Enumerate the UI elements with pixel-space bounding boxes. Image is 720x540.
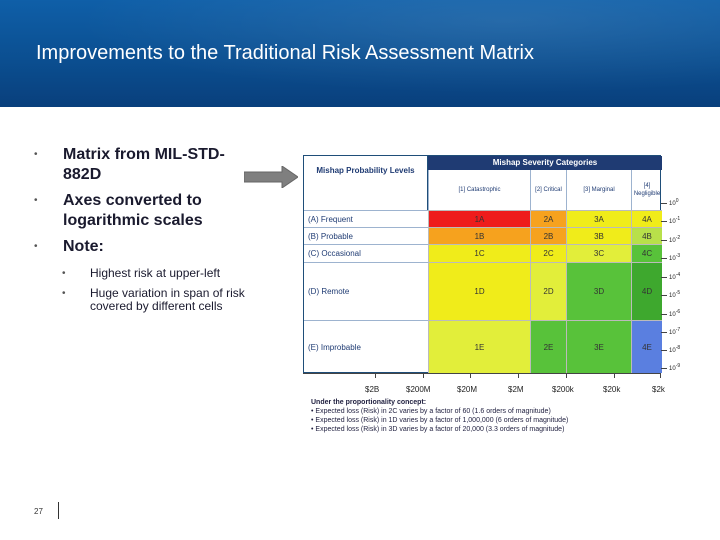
column-header: [3] Marginal <box>566 170 631 210</box>
matrix-cell: 1A <box>428 210 530 227</box>
scale-tick <box>661 258 667 259</box>
probability-scale-label: 10-1 <box>669 216 681 225</box>
matrix-cell: 1C <box>428 244 530 262</box>
row-label: (B) Probable <box>304 227 428 244</box>
bullet-dot-icon: • <box>34 149 38 160</box>
matrix-cell: 2E <box>530 320 566 373</box>
matrix-cell: 4A <box>631 210 662 227</box>
severity-scale-label: $2M <box>508 385 524 394</box>
notes-heading: Under the proportionality concept: <box>311 399 427 406</box>
probability-scale-label: 10-4 <box>669 272 681 281</box>
bullet-item: • Axes converted to logarithmic scales <box>30 191 260 231</box>
scale-tick <box>661 203 667 204</box>
scale-tick <box>661 240 667 241</box>
matrix-cell: 2D <box>530 262 566 320</box>
scale-tick <box>661 295 667 296</box>
matrix-cell: 1B <box>428 227 530 244</box>
probability-scale-label: 100 <box>669 198 679 207</box>
row-label: (A) Frequent <box>304 210 428 227</box>
probability-scale-label: 10-9 <box>669 363 681 372</box>
severity-header: Mishap Severity Categories <box>428 156 662 170</box>
notes-item: • Expected loss (Risk) in 2C varies by a… <box>311 408 551 415</box>
probability-scale-label: 10-5 <box>669 290 681 299</box>
column-header: [4] Negligible <box>631 170 662 210</box>
severity-scale-label: $200k <box>552 385 574 394</box>
matrix-cell: 4E <box>631 320 662 373</box>
row-label: (C) Occasional <box>304 244 428 262</box>
scale-tick <box>661 221 667 222</box>
matrix-cell: 2A <box>530 210 566 227</box>
matrix-cell: 1D <box>428 262 530 320</box>
axis-tick <box>470 373 471 378</box>
axis-tick <box>375 373 376 378</box>
title-bar: Improvements to the Traditional Risk Ass… <box>0 0 720 107</box>
title-bar-sheen <box>0 0 720 107</box>
proportionality-notes: Under the proportionality concept: • Exp… <box>311 398 671 434</box>
severity-scale-label: $2k <box>652 385 665 394</box>
scale-tick <box>661 368 667 369</box>
axis-tick <box>660 373 661 378</box>
probability-scale-label: 10-8 <box>669 345 681 354</box>
probability-scale-label: 10-7 <box>669 327 681 336</box>
bullet-list: • Matrix from MIL-STD-882D • Axes converte… <box>30 145 260 320</box>
severity-scale-label: $2B <box>365 385 380 394</box>
slide-title: Improvements to the Traditional Risk Ass… <box>36 42 534 64</box>
severity-scale-label: $20k <box>603 385 621 394</box>
bullet-dot-icon: • <box>34 195 38 206</box>
column-header: [2] Critical <box>530 170 566 210</box>
bullet-dot-icon: • <box>62 288 66 299</box>
matrix-cell: 3B <box>566 227 631 244</box>
risk-matrix: Mishap Probability Levels Mishap Severit… <box>303 155 662 373</box>
arrow-icon <box>244 166 298 188</box>
matrix-cell: 3C <box>566 244 631 262</box>
bullet-dot-icon: • <box>34 241 38 252</box>
page-number: 27 <box>34 507 43 516</box>
probability-header: Mishap Probability Levels <box>304 156 428 210</box>
column-header: [1] Catastrophic <box>428 170 530 210</box>
sub-bullet-text: Huge variation in span of risk covered b… <box>90 286 245 313</box>
matrix-cell: 4B <box>631 227 662 244</box>
scale-tick <box>661 314 667 315</box>
severity-scale-label: $200M <box>406 385 431 394</box>
scale-tick <box>661 332 667 333</box>
matrix-cell: 3E <box>566 320 631 373</box>
notes-item: • Expected loss (Risk) in 3D varies by a… <box>311 426 565 433</box>
scale-tick <box>661 350 667 351</box>
bullet-dot-icon: • <box>62 268 66 279</box>
matrix-cell: 3A <box>566 210 631 227</box>
matrix-cell: 1E <box>428 320 530 373</box>
bullet-item: • Matrix from MIL-STD-882D <box>30 145 260 185</box>
sub-bullet-item: • Highest risk at upper-left <box>30 267 260 280</box>
bullet-item: • Note: <box>30 237 260 257</box>
axis-tick <box>423 373 424 378</box>
axis-tick <box>566 373 567 378</box>
matrix-cell: 2B <box>530 227 566 244</box>
matrix-cell: 4C <box>631 244 662 262</box>
probability-scale-label: 10-6 <box>669 309 681 318</box>
row-label: (D) Remote <box>304 262 428 320</box>
matrix-cell: 4D <box>631 262 662 320</box>
severity-scale-label: $20M <box>457 385 478 394</box>
severity-axis <box>303 373 661 374</box>
probability-scale-label: 10-2 <box>669 235 681 244</box>
probability-scale-label: 10-3 <box>669 253 681 262</box>
row-label: (E) Improbable <box>304 320 428 373</box>
bullet-text: Axes converted to logarithmic scales <box>63 192 203 229</box>
axis-tick <box>518 373 519 378</box>
notes-item: • Expected loss (Risk) in 1D varies by a… <box>311 417 569 424</box>
scale-tick <box>661 277 667 278</box>
bullet-text: Matrix from MIL-STD-882D <box>63 146 225 183</box>
page-divider <box>58 502 59 519</box>
sub-bullet-item: • Huge variation in span of risk covered … <box>30 287 260 313</box>
matrix-cell: 3D <box>566 262 631 320</box>
bullet-text: Note: <box>63 238 104 255</box>
matrix-cell: 2C <box>530 244 566 262</box>
sub-bullet-text: Highest risk at upper-left <box>90 266 221 280</box>
axis-tick <box>614 373 615 378</box>
